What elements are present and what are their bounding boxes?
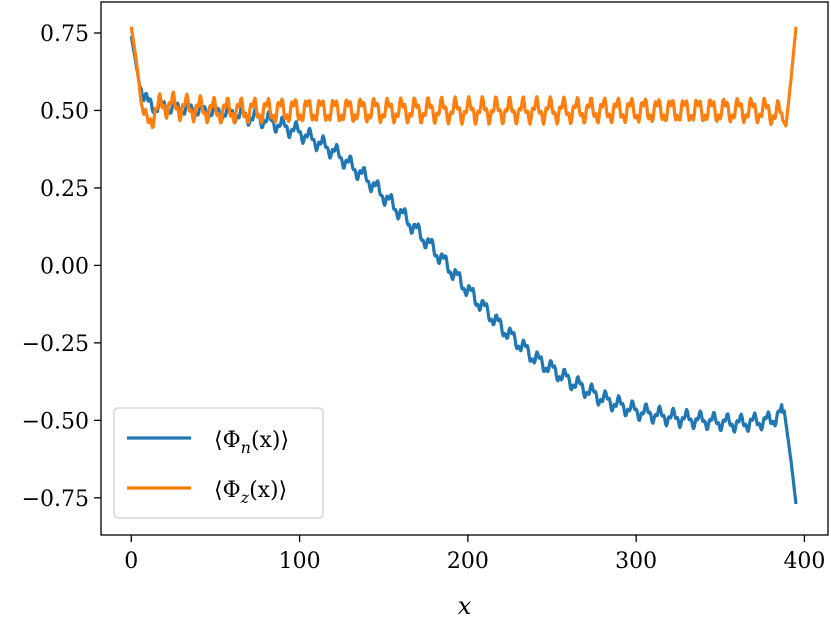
y-tick-label: 0.50 (40, 99, 89, 124)
x-axis-label: x (458, 592, 472, 620)
y-tick-label: 0.75 (40, 22, 89, 47)
y-tick-label: −0.50 (22, 409, 89, 434)
legend: ⟨Φn(x)⟩ ⟨Φz(x)⟩ (113, 407, 324, 519)
series-line-z (129, 26, 798, 130)
x-tick-label: 0 (124, 549, 138, 574)
x-tick-label: 400 (783, 549, 825, 574)
legend-label: ⟨Φn(x)⟩ (214, 428, 289, 457)
y-tick-label: 0.25 (40, 177, 89, 202)
series-layer (129, 26, 798, 505)
x-tick-label: 200 (447, 549, 489, 574)
y-tick-label: −0.75 (22, 487, 89, 512)
x-axis: 0 100 200 300 400 (124, 535, 825, 574)
y-axis: 0.75 0.50 0.25 0.00 −0.25 −0.50 −0.75 (22, 22, 101, 512)
y-tick-label: −0.25 (22, 332, 89, 357)
x-tick-label: 300 (615, 549, 657, 574)
legend-label: ⟨Φz(x)⟩ (214, 478, 287, 507)
y-tick-label: 0.00 (40, 254, 89, 279)
x-tick-label: 100 (279, 549, 321, 574)
plot-frame (100, 1, 829, 536)
legend-box (113, 407, 324, 519)
